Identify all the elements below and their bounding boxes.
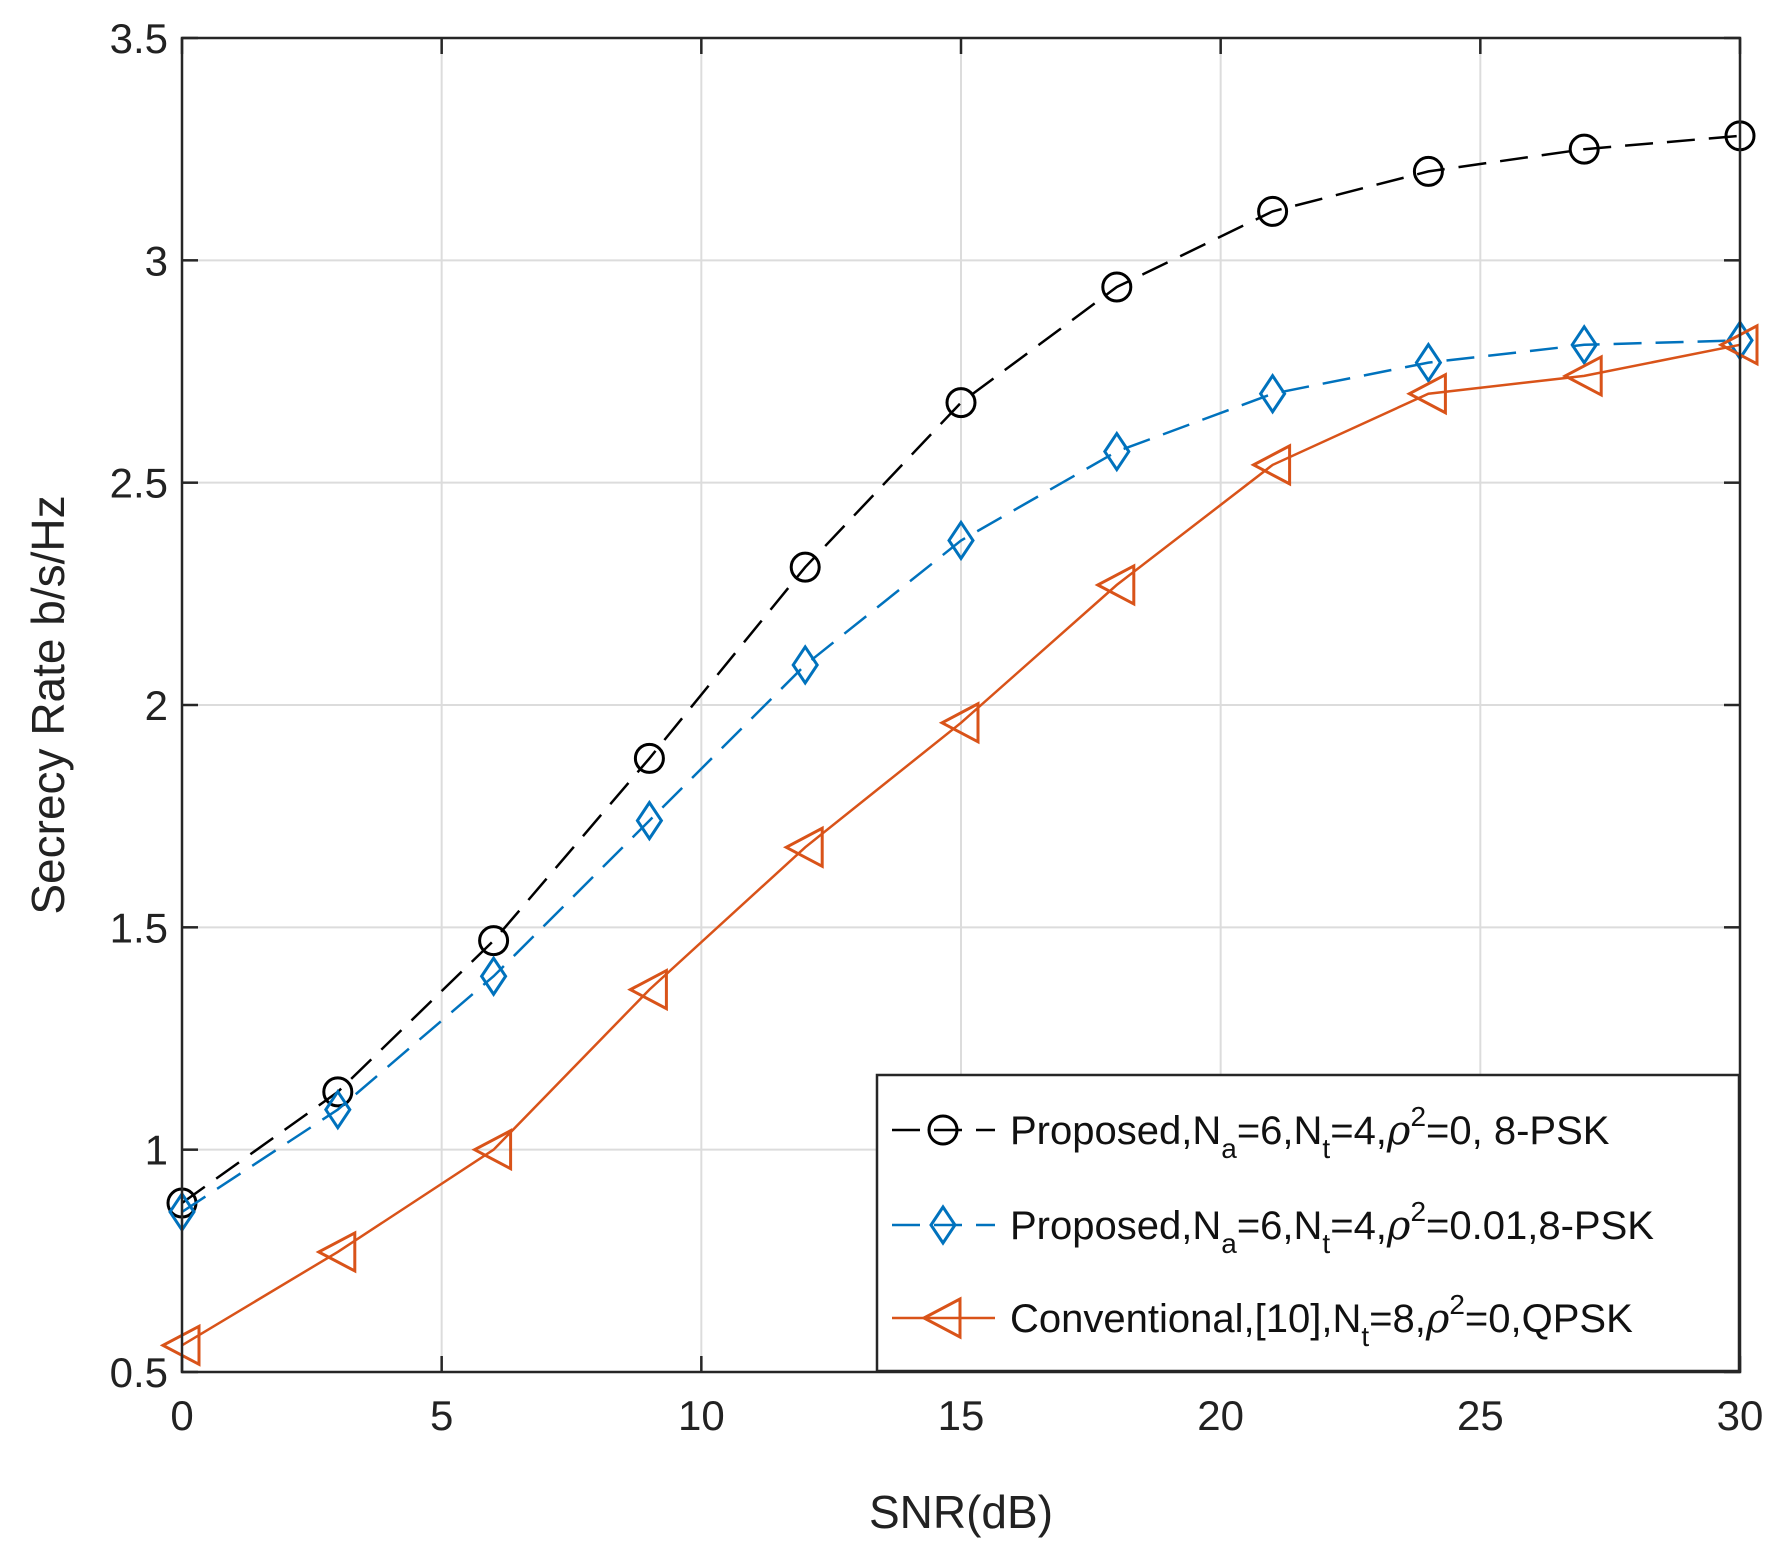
series-2-point [1414,341,1443,384]
series-1-line [181,134,1741,1205]
legend-text-part: =0.01,8-PSK [1426,1204,1654,1248]
series-3-line [181,343,1741,1347]
legend-text-part: =4, [1330,1204,1387,1248]
series-3-point [1406,372,1447,416]
series-layer [159,120,1759,1367]
legend-text-part: 2 [1410,1196,1426,1227]
series-1-point [322,1076,354,1108]
legend-marker [929,1204,957,1246]
x-tick-label: 15 [938,1392,985,1439]
legend-label-3: Conventional,[10],Nt=8,ρ2=0,QPSK [1010,1289,1633,1352]
x-tick-label: 10 [678,1392,725,1439]
y-axis-label: Secrecy Rate b/s/Hz [22,495,74,914]
legend-text-part: =4, [1330,1109,1387,1153]
x-tick-label: 5 [430,1392,453,1439]
legend-text-part: t [1322,1133,1330,1164]
series-1-point [1412,155,1444,187]
x-axis-label: SNR(dB) [869,1486,1053,1538]
y-tick-label: 3.5 [110,15,168,62]
legend-text-part: =6,N [1237,1204,1323,1248]
series-3 [159,323,1759,1367]
legend-text-part: t [1361,1321,1369,1352]
y-tick-label: 1.5 [110,904,168,951]
legend-label-2: Proposed,Na=6,Nt=4,ρ2=0.01,8-PSK [1010,1196,1654,1259]
series-3-point [471,1128,513,1172]
legend-text-part: Conventional,[10],N [1010,1297,1361,1341]
y-tick-label: 2 [145,682,168,729]
legend-text-part: =0,QPSK [1465,1297,1633,1341]
series-2-point [947,519,975,562]
series-3-point [782,825,824,869]
series-2-point [635,799,664,842]
series-3-point [627,968,668,1012]
series-1-point [1568,133,1600,165]
series-2-point [791,644,820,686]
series-1-point [633,742,665,774]
series-2-point [1102,430,1131,473]
legend-label-1: Proposed,Na=6,Nt=4,ρ2=0, 8-PSK [1010,1101,1610,1164]
y-tick-label: 0.5 [110,1349,168,1396]
series-1-point [945,387,977,419]
series-1-point [1101,271,1133,303]
legend-item-2: Proposed,Na=6,Nt=4,ρ2=0.01,8-PSK [892,1196,1654,1259]
legend-marker [927,1114,959,1146]
legend-text-part: Proposed,N [1010,1204,1221,1248]
series-1-point [789,551,821,583]
legend-text-part: 2 [1410,1101,1426,1132]
legend: Proposed,Na=6,Nt=4,ρ2=0, 8-PSKProposed,N… [875,1073,1741,1373]
series-1-point [1257,195,1289,227]
legend-item-1: Proposed,Na=6,Nt=4,ρ2=0, 8-PSK [892,1101,1610,1164]
series-2-point [1570,324,1599,366]
x-tick-label: 25 [1457,1392,1504,1439]
series-3-point [1561,354,1603,398]
series-2-line [181,339,1741,1213]
y-tick-label: 2.5 [110,460,168,507]
series-2-point [323,1088,352,1131]
legend-text-part: =0, 8-PSK [1426,1109,1610,1153]
y-tick-label: 1 [145,1127,168,1174]
legend-item-3: Conventional,[10],Nt=8,ρ2=0,QPSK [892,1289,1633,1352]
x-tick-label: 30 [1717,1392,1764,1439]
legend-text-part: ρ [1386,1108,1411,1154]
x-tick-label: 20 [1197,1392,1244,1439]
axis-ticks: 0 5 10 15 20 25 30 0.5 1 1.5 2 2.5 3 3.5 [110,15,1764,1439]
legend-text-part: 2 [1449,1289,1465,1320]
legend-text-part: =8, [1369,1297,1426,1341]
legend-text-part: a [1221,1133,1237,1164]
legend-box [875,1073,1741,1373]
series-1-point [478,925,510,957]
legend-text-part: t [1322,1228,1330,1259]
x-tick-label: 0 [170,1392,193,1439]
legend-text-part: Proposed,N [1010,1109,1221,1153]
legend-text-part: =6,N [1237,1109,1323,1153]
series-3-point [1250,443,1292,487]
series-2-point [1258,373,1287,415]
legend-text-part: a [1221,1228,1237,1259]
legend-text-part: ρ [1386,1203,1411,1249]
series-3-point [315,1230,357,1274]
series-3-point [1094,563,1136,607]
legend-text-part: ρ [1425,1296,1450,1342]
legend-marker [920,1296,962,1340]
series-2-point [479,955,508,997]
series-2 [168,319,1754,1233]
series-3-point [938,701,980,745]
y-tick-label: 3 [145,237,168,284]
